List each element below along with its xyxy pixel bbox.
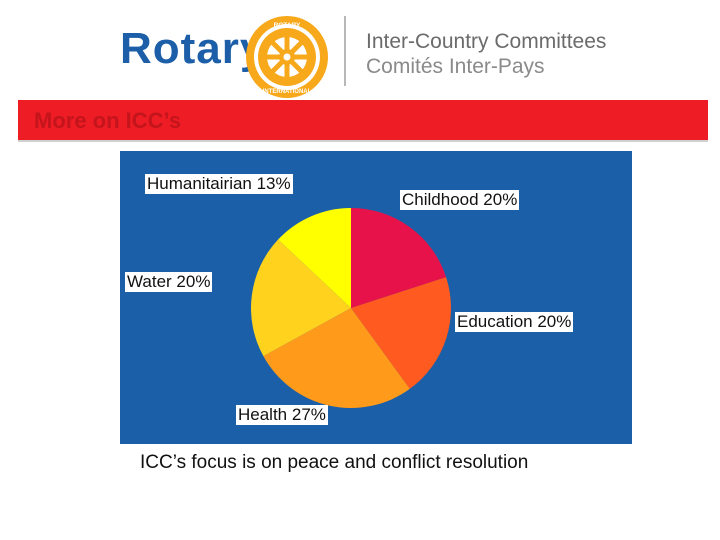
icc-title-english: Inter-Country Committees	[366, 30, 607, 53]
header-divider	[344, 16, 346, 86]
icc-title-french: Comités Inter-Pays	[366, 55, 545, 78]
label-water: Water 20%	[125, 272, 213, 292]
wheel-text-bottom: INTERNATIONAL	[263, 89, 312, 95]
pie-slice-education	[351, 277, 451, 389]
label-education: Education 20%	[455, 312, 574, 332]
label-childhood: Childhood 20%	[400, 190, 520, 210]
label-humanitarian: Humanitairian 13%	[145, 174, 293, 194]
section-banner	[18, 100, 708, 142]
pie-chart-panel	[120, 151, 632, 444]
banner-title: More on ICC’s	[34, 108, 182, 133]
pie-slice-humanitarian	[278, 208, 351, 308]
pie-slice-childhood	[351, 208, 447, 308]
rotary-wheel-icon: ROTARY INTERNATIONAL	[246, 16, 328, 98]
pie-slice-water	[251, 239, 351, 357]
chart-caption: ICC’s focus is on peace and conflict res…	[140, 452, 529, 473]
pie-slice-health	[263, 308, 410, 409]
rotary-wordmark: Rotary	[120, 24, 266, 73]
pie-chart	[251, 208, 451, 409]
wheel-text-top: ROTARY	[274, 22, 301, 29]
label-health: Health 27%	[236, 405, 328, 425]
